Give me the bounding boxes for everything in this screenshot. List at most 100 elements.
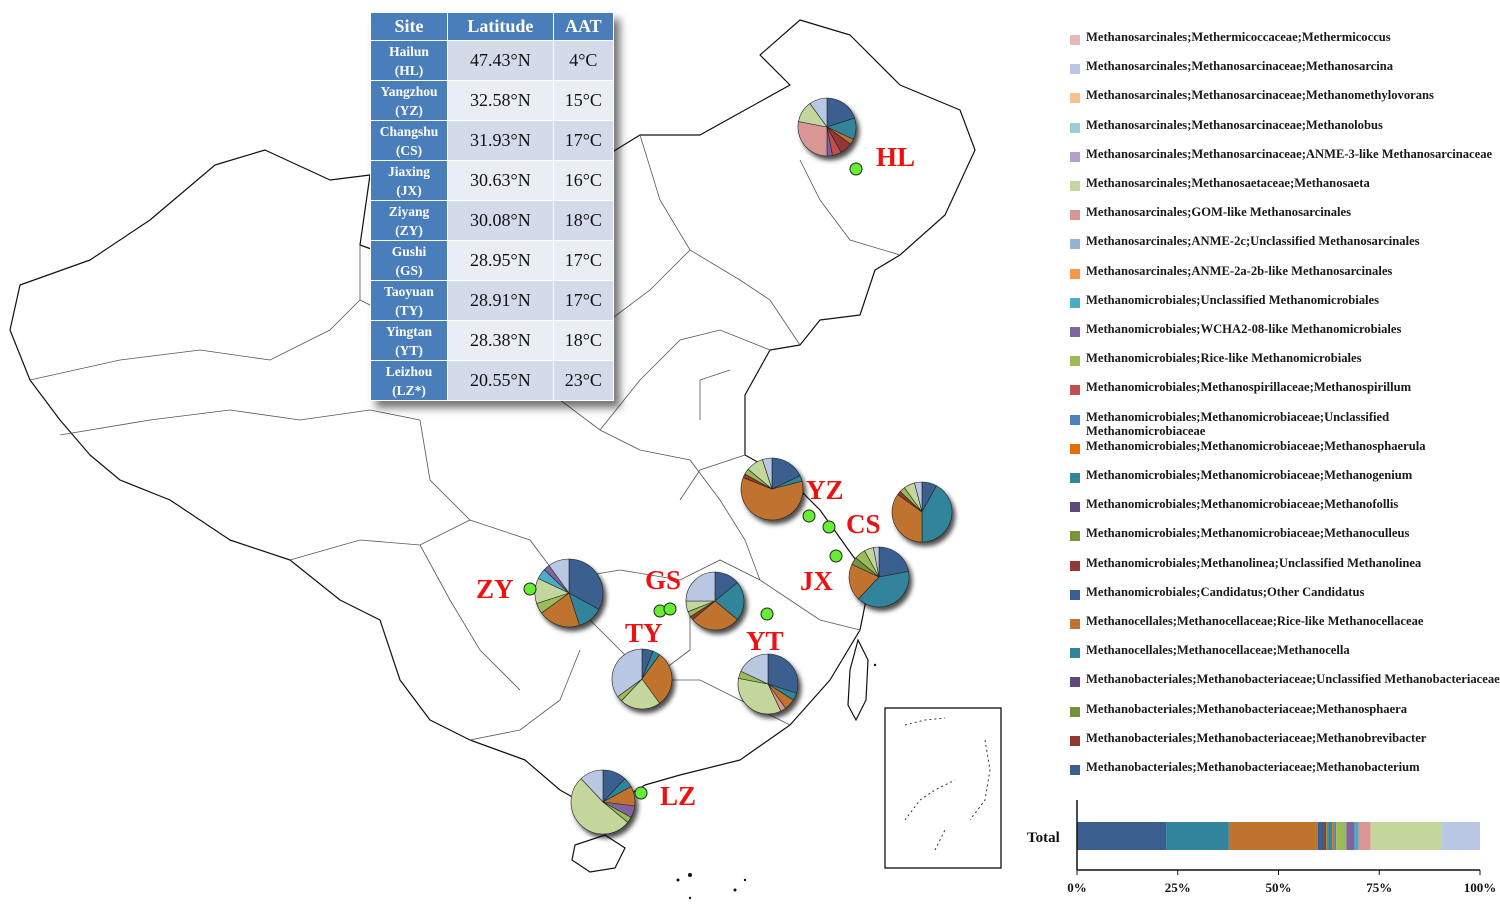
coastal-islands	[676, 663, 877, 900]
table-row: Changshu (CS) 31.93°N 17°C	[370, 120, 615, 161]
aat-cell: 17°C	[552, 120, 615, 161]
site-code: (GS)	[395, 262, 423, 278]
aat-cell: 18°C	[552, 320, 615, 361]
latitude-cell: 31.93°N	[447, 120, 554, 161]
latitude-cell: 47.43°N	[447, 40, 554, 81]
site-label-yz: YZ	[806, 475, 844, 505]
legend-swatch	[1070, 531, 1080, 542]
table-row: Jiaxing (JX) 30.63°N 16°C	[370, 160, 615, 201]
legend-swatch	[1070, 268, 1080, 279]
site-label-lz: LZ	[660, 781, 696, 811]
aat-cell: 23°C	[552, 360, 615, 401]
legend-swatch	[1070, 735, 1080, 746]
legend-label: Methanomicrobiales;Methanomicrobiaceae;M…	[1086, 497, 1399, 512]
legend-label: Methanomicrobiales;Methanomicrobiaceae;M…	[1086, 526, 1410, 541]
aat-cell: 18°C	[552, 200, 615, 241]
pie-slice	[740, 477, 804, 521]
pie-slice	[737, 678, 782, 715]
legend-label: Methanomicrobiales;Methanomicrobiaceae;M…	[1086, 438, 1426, 453]
site-code: (JX)	[396, 182, 422, 198]
site-markers	[523, 162, 863, 800]
legend-label: Methanosarcinales;Methanosarcinaceae;ANM…	[1086, 146, 1493, 161]
latitude-cell: 32.58°N	[447, 80, 554, 121]
legend-swatch	[1070, 473, 1080, 483]
pie-slice	[767, 653, 799, 694]
site-marker	[822, 520, 836, 534]
pie-slice	[692, 600, 738, 631]
hainan-island	[571, 834, 626, 873]
pie-yz	[740, 457, 804, 521]
site-name-cell: Taoyuan (TY)	[370, 280, 448, 321]
legend-swatch	[1070, 327, 1080, 337]
pie-slice	[826, 97, 855, 128]
site-name-cell: Ziyang (ZY)	[370, 200, 448, 241]
pie-jx	[848, 546, 910, 608]
site-label-ty: TY	[625, 618, 663, 648]
site-table: Site Latitude AAT Hailun (HL) 47.43°N 4°C Ya…	[370, 12, 615, 401]
pie-hl	[797, 97, 857, 157]
pie-slice	[891, 493, 923, 543]
site-marker	[634, 786, 648, 800]
site-code: (TY)	[395, 302, 423, 318]
site-code: (HL)	[394, 62, 424, 78]
legend-label: Methanosarcinales;ANME-2c;Unclassified M…	[1086, 234, 1420, 249]
site-name-cell: Leizhou (LZ*)	[370, 360, 448, 401]
pie-charts	[534, 97, 953, 835]
legend-swatch	[1070, 677, 1080, 688]
pie-ty	[611, 648, 673, 710]
legend-label: Methanosarcinales;Methanosaetaceae;Metha…	[1086, 176, 1370, 190]
header-aat: AAT	[552, 12, 615, 41]
legend-label: Methanobacteriales;Methanobacteriaceae;M…	[1086, 730, 1427, 745]
legend-label: Methanobacteriales;Methanobacteriaceae;U…	[1086, 672, 1500, 687]
site-name-cell: Jiaxing (JX)	[370, 160, 448, 201]
legend-label: Methanosarcinales;Methanosarcinaceae;Met…	[1086, 59, 1394, 74]
table-row: Yingtan (YT) 28.38°N 18°C	[370, 320, 615, 361]
legend-label: Methanosarcinales;GOM-like Methanosarcin…	[1086, 205, 1352, 220]
south-china-sea-inset	[884, 707, 1002, 869]
pie-slice	[641, 654, 673, 704]
aat-cell: 4°C	[552, 40, 615, 81]
pie-slice	[685, 571, 716, 602]
site-name: Taoyuan	[384, 283, 434, 299]
legend-label: Methanomicrobiales;Rice-like Methanomicr…	[1086, 351, 1362, 366]
legend-label: Methanobacteriales;Methanobacteriaceae;M…	[1086, 760, 1420, 774]
site-marker	[663, 602, 677, 616]
pie-slice	[809, 97, 828, 128]
table-row: Taoyuan (TY) 28.91°N 17°C	[370, 280, 615, 321]
site-name: Leizhou	[385, 363, 433, 379]
site-label-jx: JX	[800, 566, 834, 596]
legend-swatch	[1070, 181, 1080, 191]
latitude-cell: 30.63°N	[447, 160, 554, 201]
legend-swatch	[1070, 93, 1080, 104]
legend-swatch	[1070, 35, 1080, 45]
legend-label: Methanocellales;Methanocellaceae;Methano…	[1086, 643, 1350, 658]
legend-swatch	[1070, 560, 1080, 571]
pie-slice	[797, 121, 828, 157]
site-label-zy: ZY	[476, 574, 514, 604]
pie-yt	[737, 653, 799, 715]
pie-slice	[714, 582, 745, 620]
legend-label: Methanomicrobiales;Methanomicrobiaceae;M…	[1086, 468, 1413, 482]
site-code: (LZ*)	[392, 382, 426, 398]
latitude-cell: 30.08°N	[447, 200, 554, 241]
site-code: (ZY)	[395, 222, 423, 238]
table-row: Gushi (GS) 28.95°N 17°C	[370, 240, 615, 281]
legend-swatch	[1070, 502, 1080, 513]
table-row: Leizhou (LZ*) 20.55°N 23°C	[370, 360, 615, 401]
latitude-cell: 20.55°N	[447, 360, 554, 401]
header-site: Site	[370, 12, 448, 41]
pie-cs	[891, 481, 953, 543]
aat-cell: 17°C	[552, 240, 615, 281]
legend-swatch	[1070, 297, 1080, 308]
legend-swatch	[1070, 64, 1080, 75]
site-marker	[760, 607, 774, 621]
legend-swatch	[1070, 385, 1080, 396]
site-name: Hailun	[389, 43, 429, 59]
legend-swatch	[1070, 619, 1080, 629]
site-name: Yingtan	[385, 323, 432, 339]
latitude-cell: 28.91°N	[447, 280, 554, 321]
legend-swatch	[1070, 589, 1080, 600]
legend-swatch	[1070, 706, 1080, 717]
pie-slice	[621, 678, 661, 710]
